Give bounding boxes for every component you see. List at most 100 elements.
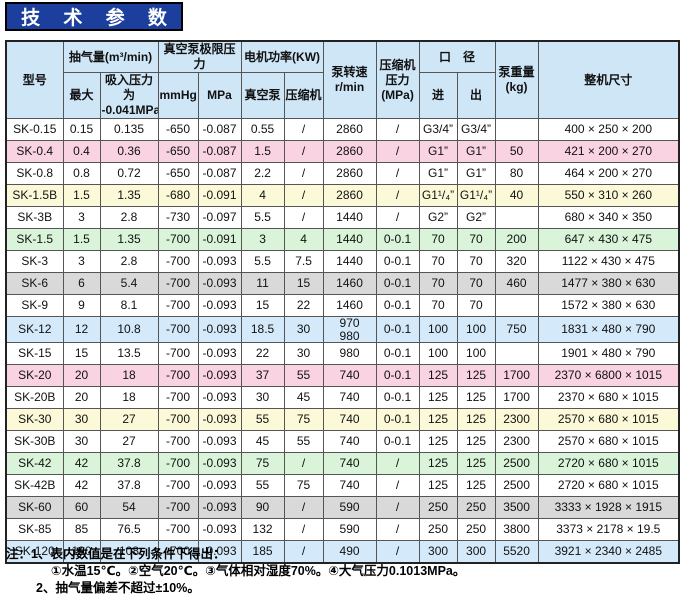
value-cell: 1.5 bbox=[62, 184, 101, 207]
table-row: SK-60 60 54 -700 -0.093 90/590/250 250 3500 3333… bbox=[5, 496, 680, 520]
value-cell: 1460 bbox=[322, 294, 377, 317]
value-cell: 76.5 bbox=[99, 518, 159, 542]
value-cell: 970 980 bbox=[322, 315, 377, 344]
header-capacity-group: 抽气量(m³/min) bbox=[62, 40, 159, 73]
value-cell bbox=[494, 342, 539, 366]
value-cell: 3 bbox=[62, 250, 101, 273]
header-power-group: 电机功率(KW) bbox=[240, 40, 324, 73]
value-cell: / bbox=[283, 184, 324, 207]
table-header: 型号 抽气量(m³/min) 真空泵极限压力 电机功率(KW) 泵转速 r/mi… bbox=[5, 40, 680, 119]
model-cell: SK-85 bbox=[5, 518, 64, 542]
header-caliber-in: 进 bbox=[418, 72, 458, 119]
value-cell: 400 × 250 × 200 bbox=[537, 118, 680, 141]
value-cell: 740 bbox=[322, 408, 377, 432]
value-cell: -0.093 bbox=[197, 540, 242, 564]
value-cell: 70 bbox=[418, 228, 458, 251]
value-cell: 22 bbox=[240, 342, 285, 366]
value-cell: -0.093 bbox=[197, 315, 242, 344]
value-cell: 750 bbox=[494, 315, 539, 344]
value-cell: 20 bbox=[62, 386, 101, 410]
value-cell: 5.5 bbox=[240, 250, 285, 273]
value-cell: / bbox=[375, 540, 420, 564]
value-cell: 250 bbox=[418, 496, 458, 520]
value-cell: 1700 bbox=[494, 364, 539, 388]
value-cell: 1440 bbox=[322, 206, 377, 229]
value-cell: 3333 × 1928 × 1915 bbox=[537, 496, 680, 520]
value-cell: 125 bbox=[456, 386, 496, 410]
value-cell: 18 bbox=[99, 386, 159, 410]
value-cell: 3 bbox=[240, 228, 285, 251]
value-cell: -700 bbox=[157, 452, 199, 476]
value-cell: -0.097 bbox=[197, 206, 242, 229]
technical-parameters-table: 型号 抽气量(m³/min) 真空泵极限压力 电机功率(KW) 泵转速 r/mi… bbox=[5, 40, 681, 565]
value-cell: 1122 × 430 × 475 bbox=[537, 250, 680, 273]
model-cell: SK-42 bbox=[5, 452, 64, 476]
table-row: SK-30 30 27 -700 -0.093 55 75 740 0-0.1 125 125 230… bbox=[5, 408, 680, 432]
value-cell: 1477 × 380 × 630 bbox=[537, 272, 680, 295]
table-row: SK-0.8 0.8 0.72 -650 -0.087 2.2/2860/G1” G1” 80… bbox=[5, 162, 680, 185]
table-row: SK-15 15 13.5 -700 -0.093 22 30 980 0-0.1 100 100 1… bbox=[5, 342, 680, 366]
value-cell: 2500 bbox=[494, 452, 539, 476]
value-cell: 15 bbox=[240, 294, 285, 317]
model-cell: SK-12 bbox=[5, 315, 64, 344]
value-cell: 30 bbox=[283, 342, 324, 366]
value-cell: 18 bbox=[99, 364, 159, 388]
value-cell: -700 bbox=[157, 474, 199, 498]
model-cell: SK-6 bbox=[5, 272, 64, 295]
value-cell: 54 bbox=[99, 496, 159, 520]
value-cell: G3/4” bbox=[456, 118, 496, 141]
model-cell: SK-3 bbox=[5, 250, 64, 273]
value-cell: 2570 × 680 × 1015 bbox=[537, 430, 680, 454]
value-cell: 740 bbox=[322, 430, 377, 454]
value-cell: / bbox=[375, 206, 420, 229]
value-cell: 100 bbox=[418, 315, 458, 344]
value-cell: / bbox=[283, 162, 324, 185]
value-cell: 3921 × 2340 × 2485 bbox=[537, 540, 680, 564]
header-comp-pressure: 压缩机 压力 (MPa) bbox=[375, 40, 420, 119]
value-cell: 45 bbox=[240, 430, 285, 454]
value-cell: -700 bbox=[157, 540, 199, 564]
value-cell: 200 bbox=[494, 228, 539, 251]
table-row: SK-42B 42 37.8 -700 -0.093 55 75 740/125 125 2500… bbox=[5, 474, 680, 498]
value-cell: 0.8 bbox=[62, 162, 101, 185]
value-cell: 0.15 bbox=[62, 118, 101, 141]
value-cell: 2300 bbox=[494, 430, 539, 454]
value-cell: 2860 bbox=[322, 118, 377, 141]
value-cell: / bbox=[283, 452, 324, 476]
value-cell: 0-0.1 bbox=[375, 294, 420, 317]
value-cell: 2500 bbox=[494, 474, 539, 498]
model-cell: SK-0.15 bbox=[5, 118, 64, 141]
value-cell: / bbox=[283, 206, 324, 229]
value-cell: 0.135 bbox=[99, 118, 159, 141]
value-cell: 100 bbox=[418, 342, 458, 366]
model-cell: SK-0.4 bbox=[5, 140, 64, 163]
value-cell: 125 bbox=[456, 364, 496, 388]
table-row: SK-30B 30 27 -700 -0.093 45 55 740 0-0.1 125 125 23… bbox=[5, 430, 680, 454]
value-cell: -700 bbox=[157, 518, 199, 542]
value-cell: -650 bbox=[157, 118, 199, 141]
value-cell: / bbox=[375, 140, 420, 163]
page-title-text: 技 术 参 数 bbox=[21, 8, 176, 29]
value-cell: 125 bbox=[418, 474, 458, 498]
value-cell: -730 bbox=[157, 206, 199, 229]
model-cell: SK-1.5B bbox=[5, 184, 64, 207]
value-cell: -650 bbox=[157, 140, 199, 163]
table-row: SK-1.5B 1.5 1.35 -680 -0.091 4/2860/G1¹/₄” G1¹… bbox=[5, 184, 680, 207]
value-cell: G3/4” bbox=[418, 118, 458, 141]
value-cell: / bbox=[375, 518, 420, 542]
value-cell: -680 bbox=[157, 184, 199, 207]
footnotes: 注：1、表内数值是在下列条件下得出： ①水温15℃。②空气20℃。③气体相对湿度… bbox=[6, 546, 465, 597]
value-cell: G1” bbox=[456, 162, 496, 185]
value-cell: 0-0.1 bbox=[375, 430, 420, 454]
value-cell: 15 bbox=[283, 272, 324, 295]
value-cell: 7.5 bbox=[283, 250, 324, 273]
value-cell: 100 bbox=[456, 315, 496, 344]
value-cell: 550 × 310 × 260 bbox=[537, 184, 680, 207]
value-cell: 22 bbox=[283, 294, 324, 317]
value-cell: 55 bbox=[240, 408, 285, 432]
value-cell: 2.8 bbox=[99, 250, 159, 273]
model-cell: SK-30B bbox=[5, 430, 64, 454]
value-cell: 5.5 bbox=[240, 206, 285, 229]
value-cell: 3373 × 2178 × 19.5 bbox=[537, 518, 680, 542]
value-cell: 37.8 bbox=[99, 452, 159, 476]
